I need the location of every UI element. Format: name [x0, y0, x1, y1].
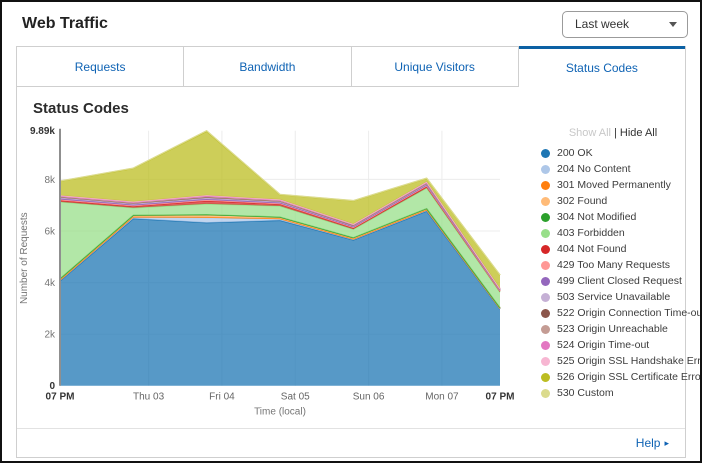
chart-title: Status Codes	[33, 100, 129, 117]
legend-item-302[interactable]: 302 Found	[541, 196, 685, 207]
tab-status-codes[interactable]: Status Codes	[518, 46, 685, 87]
svg-text:0: 0	[49, 381, 55, 392]
help-arrow-icon: ▸	[664, 437, 669, 448]
legend-item-523[interactable]: 523 Origin Unreachable	[541, 324, 685, 335]
legend-item-label: 503 Service Unavailable	[557, 291, 671, 303]
legend-item-label: 530 Custom	[557, 387, 614, 399]
traffic-card: Requests Bandwidth Unique Visitors Status C…	[16, 46, 700, 458]
legend-dot-icon	[541, 148, 550, 158]
svg-text:8k: 8k	[44, 175, 56, 186]
legend-dot-icon	[541, 276, 550, 286]
legend-item-label: 523 Origin Unreachable	[557, 323, 668, 335]
legend-item-403[interactable]: 403 Forbidden	[541, 228, 685, 239]
legend-dot-icon	[541, 212, 550, 222]
legend-item-label: 301 Moved Permanently	[557, 179, 671, 191]
svg-text:Sat 05: Sat 05	[281, 392, 310, 403]
legend-item-204[interactable]: 204 No Content	[541, 164, 685, 175]
page-title: Web Traffic	[22, 15, 108, 32]
legend-dot-icon	[541, 340, 550, 350]
legend-items: 200 OK 204 No Content 301 Moved Permanentl…	[541, 148, 700, 399]
show-all-button[interactable]: Show All	[568, 127, 612, 139]
legend-item-304[interactable]: 304 Not Modified	[541, 212, 685, 223]
legend-item-label: 302 Found	[557, 195, 608, 207]
tab-bar: Requests Bandwidth Unique Visitors Status C…	[17, 46, 685, 87]
svg-text:9.89k: 9.89k	[30, 126, 55, 137]
legend-item-525[interactable]: 525 Origin SSL Handshake Error	[541, 356, 700, 367]
svg-text:6k: 6k	[44, 226, 56, 237]
legend-dot-icon	[541, 372, 550, 382]
hide-all-button[interactable]: Hide All	[619, 127, 658, 139]
legend-item-label: 526 Origin SSL Certificate Error	[557, 371, 702, 383]
legend-item-530[interactable]: 530 Custom	[541, 388, 685, 399]
tab-unique-visitors[interactable]: Unique Visitors	[351, 46, 519, 87]
legend-item-301[interactable]: 301 Moved Permanently	[541, 180, 685, 191]
chart-legend: Show All | Hide All 200 OK 204 No Content 30…	[539, 119, 700, 404]
legend-dot-icon	[541, 356, 550, 366]
panel-header: Web Traffic Last week	[2, 2, 700, 46]
svg-text:Time (local): Time (local)	[254, 407, 306, 417]
legend-item-label: 304 Not Modified	[557, 211, 637, 223]
legend-dot-icon	[541, 324, 550, 334]
legend-item-522[interactable]: 522 Origin Connection Time-out	[541, 308, 700, 319]
legend-item-label: 204 No Content	[557, 163, 631, 175]
legend-dot-icon	[541, 180, 550, 190]
legend-dot-icon	[541, 196, 550, 206]
card-footer: Help ▸	[17, 428, 685, 457]
time-range-value: Last week	[575, 17, 630, 31]
help-link[interactable]: Help ▸	[636, 436, 669, 450]
help-label: Help	[635, 436, 661, 450]
legend-divider: |	[614, 127, 617, 139]
svg-text:4k: 4k	[44, 278, 56, 289]
legend-item-label: 404 Not Found	[557, 243, 627, 255]
svg-text:Thu 03: Thu 03	[133, 392, 165, 403]
tab-requests[interactable]: Requests	[17, 46, 185, 87]
legend-item-label: 429 Too Many Requests	[557, 259, 671, 271]
legend-dot-icon	[541, 308, 550, 318]
legend-item-label: 525 Origin SSL Handshake Error	[557, 355, 702, 367]
svg-text:Number of Requests: Number of Requests	[19, 212, 30, 304]
legend-item-526[interactable]: 526 Origin SSL Certificate Error	[541, 372, 700, 383]
legend-item-429[interactable]: 429 Too Many Requests	[541, 260, 685, 271]
legend-item-label: 403 Forbidden	[557, 227, 625, 239]
time-range-dropdown[interactable]: Last week	[562, 10, 688, 38]
tab-content: Status Codes 0 2k 4k 6k 8k 9.89k 07 PM Thu 03 Fr…	[17, 87, 700, 428]
chevron-down-icon	[669, 21, 677, 27]
legend-item-label: 522 Origin Connection Time-out	[557, 307, 702, 319]
svg-text:2k: 2k	[44, 330, 56, 341]
legend-item-524[interactable]: 524 Origin Time-out	[541, 340, 685, 351]
legend-item-label: 200 OK	[557, 147, 593, 159]
tab-bandwidth[interactable]: Bandwidth	[184, 46, 352, 87]
svg-text:07 PM: 07 PM	[46, 392, 75, 403]
legend-dot-icon	[541, 244, 550, 254]
legend-controls: Show All | Hide All	[541, 127, 685, 139]
legend-item-label: 499 Client Closed Request	[557, 275, 682, 287]
legend-item-503[interactable]: 503 Service Unavailable	[541, 292, 685, 303]
legend-item-200[interactable]: 200 OK	[541, 148, 685, 159]
svg-text:Mon 07: Mon 07	[425, 392, 459, 403]
legend-item-404[interactable]: 404 Not Found	[541, 244, 685, 255]
status-codes-chart: 0 2k 4k 6k 8k 9.89k 07 PM Thu 03 Fri 04 Sat 05 Sun…	[19, 126, 515, 417]
legend-item-label: 524 Origin Time-out	[557, 339, 650, 351]
svg-text:07 PM: 07 PM	[486, 392, 515, 403]
legend-dot-icon	[541, 260, 550, 270]
legend-dot-icon	[541, 164, 550, 174]
legend-item-499[interactable]: 499 Client Closed Request	[541, 276, 685, 287]
legend-dot-icon	[541, 228, 550, 238]
legend-dot-icon	[541, 292, 550, 302]
svg-text:Fri 04: Fri 04	[209, 392, 235, 403]
chart-row: 0 2k 4k 6k 8k 9.89k 07 PM Thu 03 Fri 04 Sat 05 Sun…	[17, 119, 700, 417]
svg-text:Sun 06: Sun 06	[353, 392, 385, 403]
legend-dot-icon	[541, 388, 550, 398]
